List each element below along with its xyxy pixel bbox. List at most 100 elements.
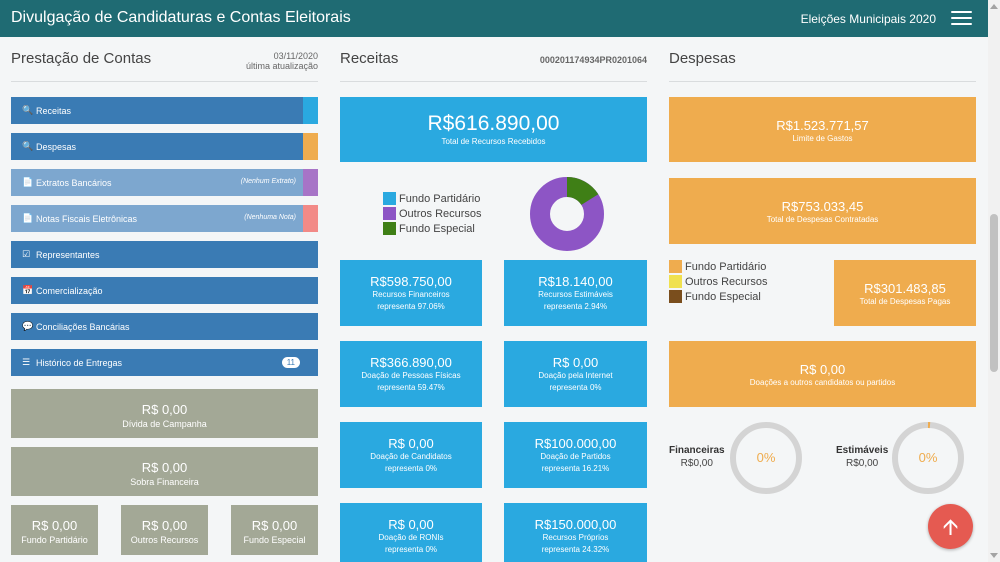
- legend-item: Fundo Especial: [669, 289, 768, 304]
- menu-item-extratos[interactable]: 📄 Extratos Bancários (Nenhum Extrato): [11, 169, 318, 196]
- gauge-ring: [730, 422, 802, 494]
- contratadas-label: Total de Despesas Contratadas: [766, 215, 879, 224]
- sobra-label: Sobra Financeira: [130, 477, 199, 487]
- menu-item-label: Extratos Bancários: [36, 178, 112, 188]
- legend-swatch: [669, 260, 682, 273]
- despesas-pagas-card: R$301.483,85 Total de Despesas Pagas: [834, 260, 976, 326]
- receita-card-pct: representa 59.47%: [377, 383, 445, 392]
- color-indicator: [303, 133, 318, 160]
- menu-item-historico[interactable]: ☰ Histórico de Entregas 11: [11, 349, 318, 376]
- financeiras-value: R$0,00: [680, 458, 713, 469]
- receita-card-value: R$100.000,00: [534, 436, 617, 451]
- search-icon: 🔍: [22, 141, 34, 151]
- pagas-value: R$301.483,85: [864, 281, 946, 296]
- sobra-value: R$ 0,00: [141, 460, 188, 475]
- fundo-especial-card: R$ 0,00 Fundo Especial: [231, 505, 318, 555]
- estimaveis-value: R$0,00: [846, 458, 879, 469]
- estimaveis-block: Estimáveis R$0,00: [836, 445, 888, 469]
- fundo-label: Fundo Partidário: [21, 535, 88, 545]
- fundo-value: R$ 0,00: [141, 518, 188, 533]
- despesas-contratadas-card: R$753.033,45 Total de Despesas Contratad…: [669, 178, 976, 244]
- receita-card: R$150.000,00 Recursos Próprios represent…: [504, 503, 647, 562]
- receita-card: R$100.000,00 Doação de Partidos represen…: [504, 422, 647, 488]
- receita-card: R$598.750,00 Recursos Financeiros repres…: [340, 260, 482, 326]
- receita-card-pct: representa 24.32%: [541, 545, 610, 554]
- scroll-down-arrow[interactable]: [990, 553, 998, 558]
- receita-card-value: R$150.000,00: [534, 517, 617, 532]
- receita-card-value: R$18.140,00: [538, 274, 613, 289]
- receita-card-label: Doação de RONIs: [378, 533, 444, 542]
- legend-label: Outros Recursos: [399, 207, 482, 220]
- menu-item-notas[interactable]: 📄 Notas Fiscais Eletrônicas (Nenhuma Not…: [11, 205, 318, 232]
- menu-item-note: (Nenhuma Nota): [244, 214, 296, 221]
- menu-icon[interactable]: [951, 11, 972, 25]
- app-title: Divulgação de Candidaturas e Contas Elei…: [11, 9, 351, 26]
- update-date: 03/11/2020: [273, 51, 318, 61]
- donut-segment-especial: [530, 177, 604, 251]
- scrollbar[interactable]: [988, 0, 1000, 562]
- receita-card-label: Doação pela Internet: [538, 371, 613, 380]
- legend-item: Fundo Partidário: [383, 191, 482, 206]
- legend-label: Outros Recursos: [685, 275, 768, 288]
- receita-card-pct: representa 0%: [384, 545, 438, 554]
- receita-card: R$ 0,00 Doação de RONIs representa 0%: [340, 503, 482, 562]
- total-recebidos-card: R$616.890,00 Total de Recursos Recebidos: [340, 97, 647, 162]
- legend-swatch: [383, 222, 396, 235]
- receita-card-pct: representa 0%: [384, 464, 438, 473]
- legend-label: Fundo Partidário: [685, 260, 767, 273]
- receita-card-value: R$ 0,00: [388, 517, 434, 532]
- receita-card-label: Doação de Partidos: [540, 452, 611, 461]
- limite-gastos-card: R$1.523.771,57 Limite de Gastos: [669, 97, 976, 162]
- receita-card-pct: representa 0%: [549, 383, 602, 392]
- menu-item-label: Notas Fiscais Eletrônicas: [36, 214, 138, 224]
- divida-value: R$ 0,00: [141, 402, 188, 417]
- election-label: Eleições Municipais 2020: [800, 12, 936, 26]
- menu-item-label: Representantes: [36, 250, 100, 260]
- sobra-card: R$ 0,00 Sobra Financeira: [11, 447, 318, 496]
- receita-card-pct: representa 97.06%: [377, 302, 445, 311]
- candidate-code: 000201174934PR0201064: [539, 55, 647, 65]
- receita-card-label: Recursos Estimáveis: [538, 290, 613, 299]
- legend-label: Fundo Especial: [399, 222, 475, 235]
- legend-label: Fundo Partidário: [399, 192, 481, 205]
- receita-card-value: R$366.890,00: [370, 355, 452, 370]
- list-icon: ☰: [22, 357, 31, 367]
- search-icon: 🔍: [22, 105, 34, 115]
- menu-item-conciliacoes[interactable]: 💬 Conciliações Bancárias: [11, 313, 318, 340]
- divida-label: Dívida de Campanha: [122, 419, 207, 429]
- legend-item: Fundo Especial: [383, 221, 482, 236]
- scroll-up-arrow[interactable]: [990, 4, 998, 9]
- receitas-legend: Fundo Partidário Outros Recursos Fundo E…: [383, 191, 482, 236]
- top-bar: Divulgação de Candidaturas e Contas Elei…: [0, 0, 988, 37]
- financeiras-label: Financeiras: [669, 445, 725, 456]
- color-indicator: [303, 169, 318, 196]
- comment-icon: 💬: [22, 321, 34, 331]
- scrollbar-thumb[interactable]: [990, 214, 998, 372]
- menu-item-despesas[interactable]: 🔍 Despesas: [11, 133, 318, 160]
- receita-card-value: R$598.750,00: [370, 274, 452, 289]
- divider: [11, 81, 318, 82]
- financeiras-gauge: 0%: [730, 422, 802, 494]
- prestacao-title: Prestação de Contas: [11, 50, 152, 67]
- receita-card: R$ 0,00 Doação pela Internet representa …: [504, 341, 647, 407]
- menu-item-label: Conciliações Bancárias: [36, 322, 130, 332]
- receita-card-label: Doação de Candidatos: [370, 452, 452, 461]
- legend-item: Outros Recursos: [383, 206, 482, 221]
- divida-card: R$ 0,00 Dívida de Campanha: [11, 389, 318, 438]
- update-label: última atualização: [245, 61, 318, 71]
- menu-item-comercializacao[interactable]: 📅 Comercialização: [11, 277, 318, 304]
- outros-recursos-card: R$ 0,00 Outros Recursos: [121, 505, 208, 555]
- divider: [340, 81, 647, 82]
- doacoes-label: Doações a outros candidatos ou partidos: [749, 378, 896, 387]
- menu-item-representantes[interactable]: ☑ Representantes: [11, 241, 318, 268]
- entregas-count-badge: 11: [281, 357, 300, 368]
- menu-item-receitas[interactable]: 🔍 Receitas: [11, 97, 318, 124]
- fundo-partidario-card: R$ 0,00 Fundo Partidário: [11, 505, 98, 555]
- receita-card-label: Recursos Financeiros: [372, 290, 450, 299]
- estimaveis-pct: 0%: [919, 450, 938, 465]
- financeiras-block: Financeiras R$0,00: [669, 445, 725, 469]
- legend-swatch: [383, 207, 396, 220]
- receita-card-value: R$ 0,00: [552, 355, 599, 370]
- back-to-top-button[interactable]: 🡩: [928, 504, 973, 549]
- total-recebidos-value: R$616.890,00: [427, 112, 560, 135]
